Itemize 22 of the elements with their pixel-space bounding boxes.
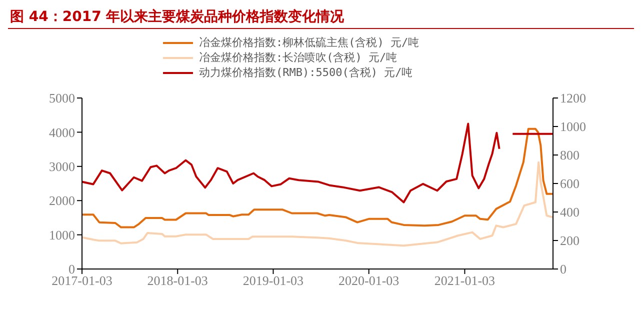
x-tick-label: 2019-01-03	[242, 273, 304, 288]
legend-label: 动力煤价格指数(RMB):5500(含税) 元/吨	[199, 65, 413, 80]
y2-tick-label: 1200	[560, 90, 586, 106]
y-tick-label: 1000	[49, 227, 75, 242]
line-series	[82, 161, 553, 247]
y2-tick-label: 200	[560, 233, 580, 248]
y2-tick-label: 600	[560, 176, 580, 192]
y2-tick-label: 1000	[560, 119, 586, 134]
y-tick-label: 4000	[49, 124, 75, 140]
legend-label: 冶金煤价格指数:长治喷吹(含税) 元/吨	[199, 50, 398, 65]
chart-title: 图 44：2017 年以来主要煤炭品种价格指数变化情况	[8, 8, 634, 29]
legend-label: 冶金煤价格指数:柳林低硫主焦(含税) 元/吨	[199, 35, 420, 50]
x-tick-label: 2021-01-03	[434, 273, 496, 288]
x-tick-label: 2020-01-03	[338, 273, 400, 288]
line-series	[82, 128, 553, 228]
x-tick-label: 2018-01-03	[147, 273, 208, 288]
y2-tick-label: 0	[560, 262, 566, 277]
y-tick-label: 5000	[49, 90, 75, 106]
y-tick-label: 2000	[49, 193, 75, 208]
y2-tick-label: 400	[560, 204, 580, 220]
y2-tick-label: 800	[560, 148, 580, 163]
y-tick-label: 3000	[49, 159, 75, 174]
